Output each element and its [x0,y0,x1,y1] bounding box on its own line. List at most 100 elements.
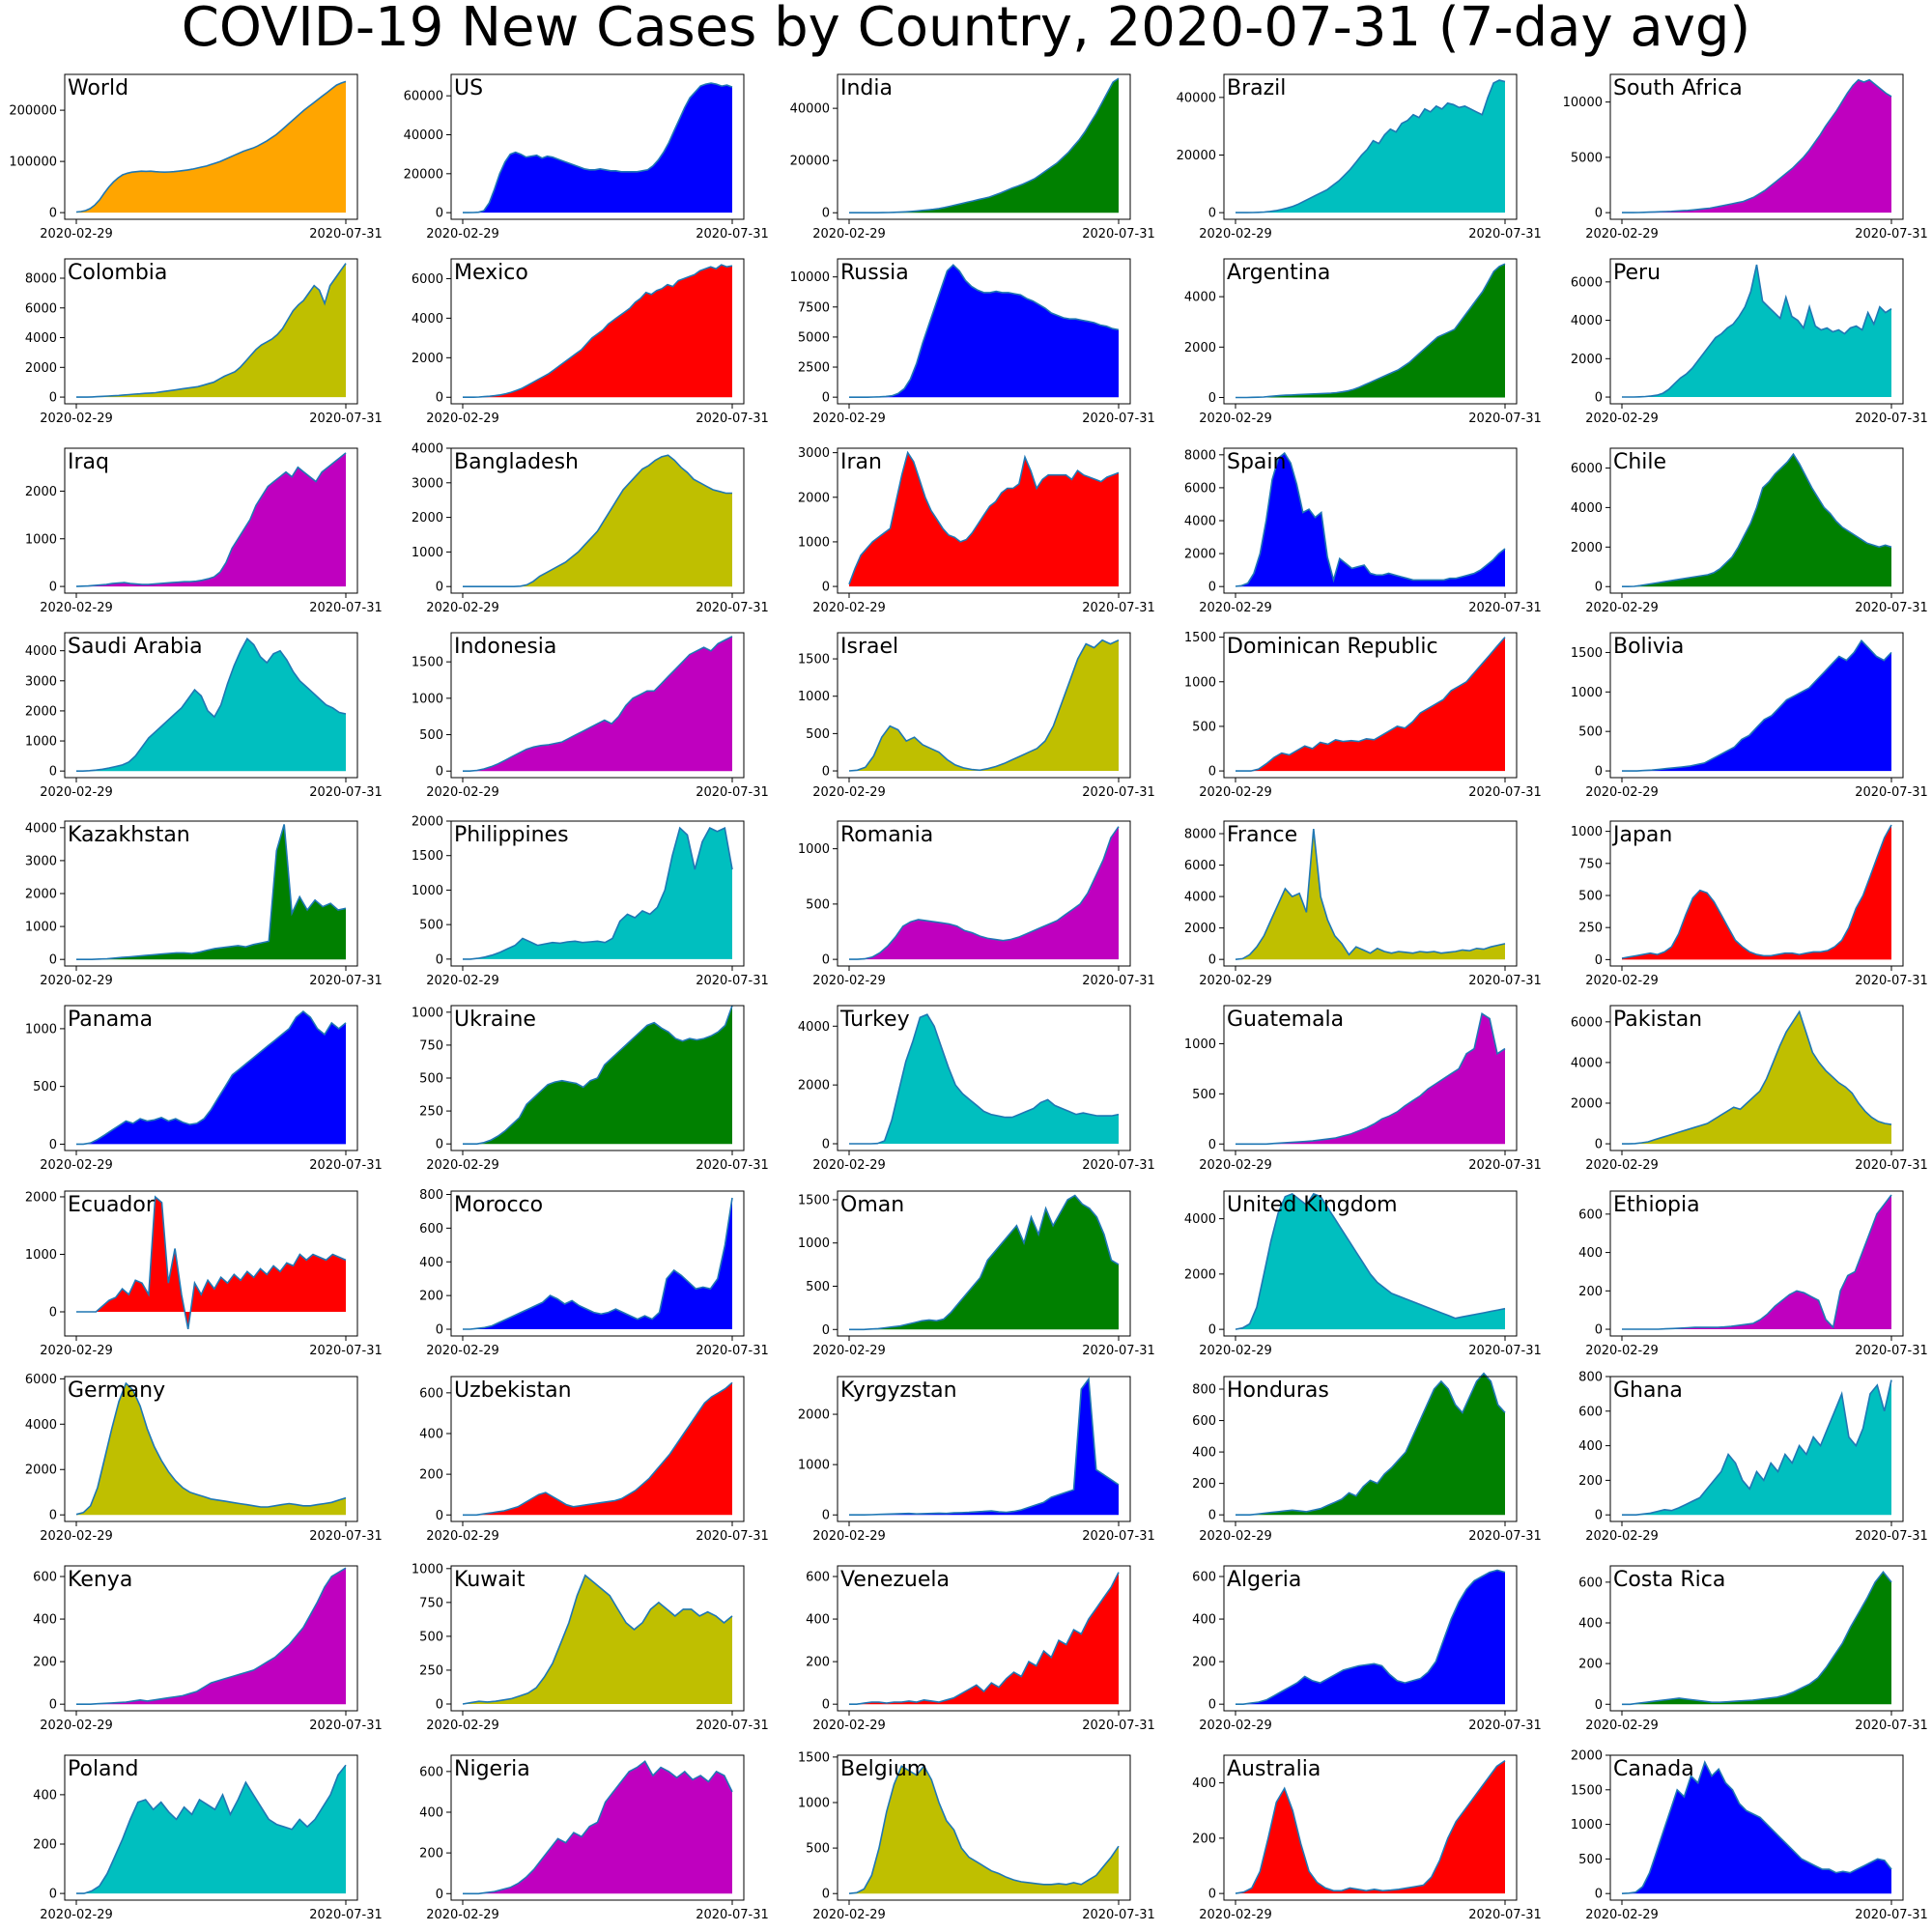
y-tick-label: 400 [419,1256,443,1270]
y-tick-label: 4000 [1184,515,1216,529]
axes-frame [1609,1190,1904,1337]
area-fill-world [76,81,346,213]
y-tick-label: 1000 [25,532,57,547]
panel-germany: 0 2000 4000 6000 2020-02-29 2020-07-31 Germany [25,1373,383,1544]
y-tick-label: 250 [1578,922,1603,936]
y-tick-label: 500 [1578,1853,1603,1867]
x-tick-label: 2020-02-29 [40,1529,113,1544]
series-line-kyrgyzstan [849,1377,1120,1516]
series-line-france [1235,829,1506,960]
y-tick-label: 2000 [798,1408,830,1423]
y-tick-label: 800 [1578,1371,1603,1385]
y-tick-label: 0 [1208,1888,1216,1902]
y-tick-label: 4000 [1571,501,1603,516]
series-line-japan [1621,824,1892,959]
panel-label: Russia [840,261,909,285]
x-tick-label: 2020-02-29 [812,1344,886,1358]
area-fill-indonesia [463,636,732,772]
y-tick-label: 2000 [1571,1096,1603,1111]
y-tick-label: 6000 [1184,481,1216,496]
y-tick-label: 2000 [1184,922,1216,936]
y-tick-label: 1000 [798,535,830,550]
axes-frame [1223,73,1518,220]
series-line-australia [1235,1760,1506,1894]
y-tick-label: 1000 [25,735,57,750]
axes-frame [1223,1190,1518,1337]
y-tick-label: 0 [1208,765,1216,780]
panel-label: Uzbekistan [454,1378,572,1403]
y-tick-label: 4000 [1571,1056,1603,1070]
x-tick-label: 2020-07-31 [1468,1158,1542,1173]
panel-label: Germany [68,1378,165,1403]
y-tick-label: 0 [1595,391,1603,406]
x-tick-label: 2020-02-29 [426,227,499,242]
y-tick-label: 400 [1192,1446,1216,1461]
axes-frame [450,1754,745,1901]
panel-morocco: 0 200 400 600 800 2020-02-29 2020-07-31 Morocco [419,1188,769,1358]
x-tick-label: 2020-02-29 [1199,1719,1272,1733]
x-tick-label: 2020-02-29 [812,1719,886,1733]
panel-label: Spain [1227,450,1286,474]
y-tick-label: 1000 [1571,686,1603,700]
y-tick-label: 200 [1192,1656,1216,1670]
panel-label: Argentina [1227,261,1330,285]
y-tick-label: 2000 [798,491,830,505]
y-tick-label: 0 [822,207,830,221]
x-tick-label: 2020-07-31 [696,1158,769,1173]
axes-frame [837,258,1131,405]
area-fill-us [463,83,732,213]
x-tick-label: 2020-07-31 [1855,1908,1928,1922]
y-tick-label: 250 [419,1663,443,1678]
panel-label: Oman [840,1193,904,1217]
x-tick-label: 2020-02-29 [1199,1529,1272,1544]
x-tick-label: 2020-07-31 [309,1908,383,1922]
area-fill-ukraine [463,1006,732,1145]
x-tick-label: 2020-07-31 [309,601,383,615]
y-tick-label: 0 [49,1509,57,1523]
y-tick-label: 600 [1578,1208,1603,1222]
x-tick-label: 2020-02-29 [1199,601,1272,615]
axes-frame [1609,632,1904,779]
y-tick-label: 40000 [1177,91,1216,105]
panel-label: Colombia [68,261,167,285]
axes-frame [450,258,745,405]
x-tick-label: 2020-07-31 [696,1344,769,1358]
panel-us: 0 20000 40000 60000 2020-02-29 2020-07-31 US [404,73,769,242]
x-tick-label: 2020-07-31 [696,974,769,988]
axes-frame [1609,1376,1904,1522]
x-tick-label: 2020-07-31 [1468,1719,1542,1733]
panel-label: Canada [1613,1757,1694,1781]
series-line-poland [76,1764,347,1894]
y-tick-label: 800 [419,1188,443,1203]
y-tick-label: 0 [822,581,830,595]
panel-mexico: 0 2000 4000 6000 2020-02-29 2020-07-31 Mexico [412,258,769,426]
y-tick-label: 0 [1208,1698,1216,1713]
axes-frame [837,1565,1131,1712]
area-fill-algeria [1236,1570,1505,1705]
series-line-canada [1621,1760,1892,1894]
y-tick-label: 0 [49,1306,57,1321]
x-tick-label: 2020-07-31 [1855,1344,1928,1358]
y-tick-label: 1500 [798,653,830,668]
panel-label: Poland [68,1757,138,1781]
y-tick-label: 1000 [25,1022,57,1037]
y-tick-label: 2000 [25,888,57,902]
y-tick-label: 0 [436,1323,443,1338]
x-tick-label: 2020-02-29 [1199,227,1272,242]
y-tick-label: 0 [1208,581,1216,595]
y-tick-label: 0 [1208,1138,1216,1152]
panel-label: Chile [1613,450,1666,474]
axes-frame [64,1376,358,1522]
x-tick-label: 2020-07-31 [309,1344,383,1358]
axes-frame [450,73,745,220]
area-fill-pakistan [1622,1011,1891,1145]
panel-pakistan: 0 2000 4000 6000 2020-02-29 2020-07-31 Pakista… [1571,1005,1928,1173]
series-line-morocco [463,1197,733,1330]
panel-label: Kazakhstan [68,823,190,847]
x-tick-label: 2020-02-29 [1199,1908,1272,1922]
x-tick-label: 2020-02-29 [1585,1908,1659,1922]
y-tick-label: 3000 [412,476,443,491]
x-tick-label: 2020-02-29 [812,974,886,988]
area-fill-germany [76,1383,346,1516]
axes-frame [1223,820,1518,967]
